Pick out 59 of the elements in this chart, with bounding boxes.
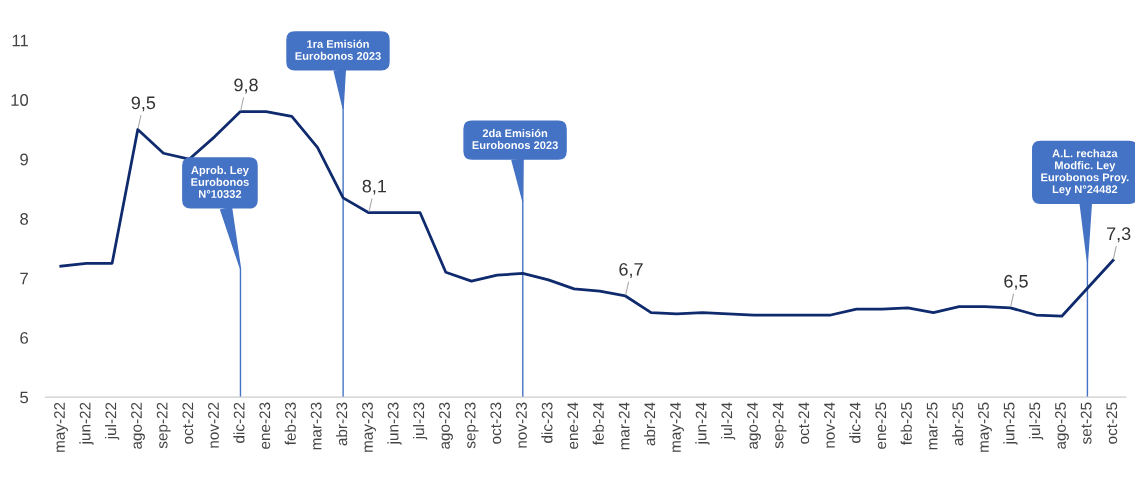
data-label: 7,3 (1107, 227, 1131, 243)
x-tick-label: feb-25 (900, 402, 912, 446)
data-label: 6,7 (619, 262, 643, 278)
x-tick-label: ago-23 (439, 402, 453, 449)
x-tick-label: oct-23 (490, 402, 502, 444)
data-label: 9,8 (234, 78, 258, 94)
ref-line-label: 1ra Emisión Eurobonos 2023 (295, 39, 381, 60)
y-tick-label: 6 (20, 332, 28, 344)
x-tick-label: may-23 (362, 402, 376, 452)
x-tick-label: may-24 (670, 402, 684, 452)
x-tick-label: sep-23 (464, 402, 479, 449)
x-tick-label: jun-24 (695, 402, 710, 445)
x-tick-label: ago-25 (1055, 402, 1069, 449)
x-tick-label: ago-24 (747, 402, 761, 449)
x-tick-label: sep-24 (772, 402, 787, 449)
x-tick-label: abr-25 (951, 402, 964, 446)
x-tick-label: nov-24 (824, 402, 835, 448)
x-tick-label: dic-24 (849, 402, 861, 443)
x-tick-label: jul-24 (720, 402, 736, 440)
data-label: 9,5 (131, 96, 156, 112)
x-tick-label: jul-22 (105, 402, 120, 440)
ref-line-label: A.L. rechaza Modfic. Ley Eurobonos Proy. Ley N°24482 (1041, 149, 1129, 196)
y-tick-label: 7 (20, 272, 28, 285)
ref-line-label: Aprob. Ley Eurobonos N°10332 (191, 165, 249, 198)
x-tick-label: abr-23 (336, 402, 348, 446)
x-tick-label: abr-24 (643, 402, 656, 446)
x-tick-label: feb-24 (592, 402, 604, 446)
x-tick-label: nov-22 (208, 402, 219, 448)
x-tick-label: may-25 (978, 402, 992, 452)
y-tick-label: 11 (12, 34, 28, 47)
x-tick-label: jun-22 (79, 402, 94, 445)
x-tick-label: may-22 (54, 402, 68, 452)
x-tick-label: nov-23 (516, 402, 527, 448)
x-tick-label: jul-25 (1028, 402, 1044, 440)
data-label: 6,5 (1004, 274, 1028, 290)
y-tick-label: 5 (20, 391, 29, 404)
x-tick-label: mar-25 (926, 402, 938, 450)
x-tick-label: oct-25 (1106, 402, 1118, 444)
x-tick-label: oct-22 (182, 402, 194, 444)
x-tick-label: oct-24 (798, 402, 810, 444)
x-tick-label: jul-23 (413, 402, 428, 440)
x-tick-label: jun-25 (1003, 402, 1018, 445)
x-tick-label: dic-22 (233, 402, 245, 443)
x-tick-label: jun-23 (387, 402, 402, 445)
x-tick-label: mar-24 (618, 402, 630, 450)
y-tick-label: 9 (20, 153, 28, 166)
x-tick-label: ene-23 (259, 402, 271, 449)
x-tick-label: ene-25 (875, 402, 887, 449)
x-tick-label: sep-22 (156, 402, 171, 449)
y-tick-label: 10 (11, 94, 29, 106)
x-tick-label: mar-23 (310, 402, 322, 450)
x-tick-label: ene-24 (567, 402, 579, 449)
x-tick-label: feb-23 (284, 402, 296, 446)
ref-line-label: 2da Emisión Eurobonos 2023 (472, 128, 558, 150)
x-tick-label: set-25 (1080, 402, 1092, 444)
data-label: 8,1 (362, 179, 387, 195)
y-tick-label: 8 (20, 213, 29, 225)
x-tick-label: ago-22 (131, 402, 145, 449)
x-tick-label: dic-23 (541, 402, 553, 443)
